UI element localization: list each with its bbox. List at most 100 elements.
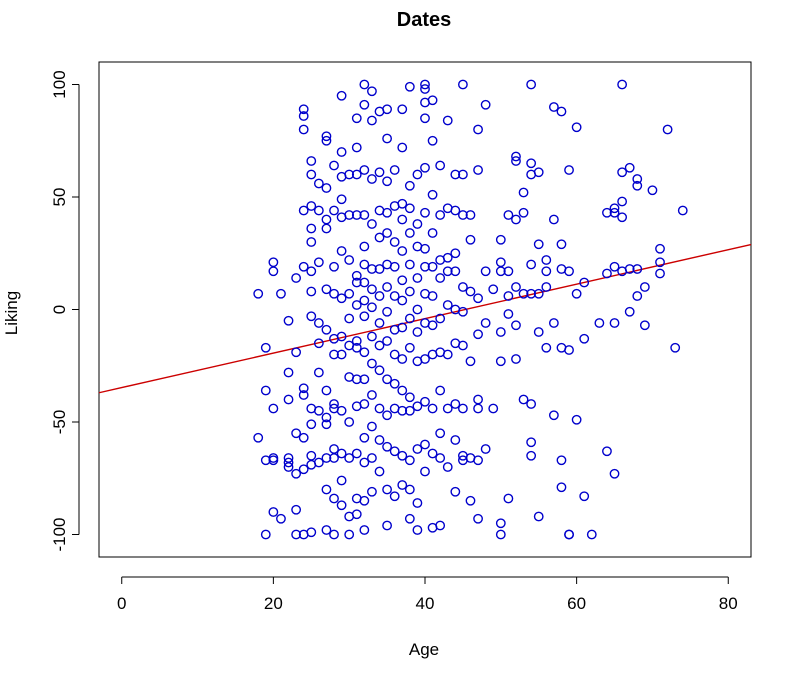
data-point [291,347,302,358]
data-point [473,455,483,466]
data-point [579,491,590,502]
data-point [367,331,377,342]
data-point [382,133,392,144]
data-point [655,257,665,268]
data-point [336,293,347,304]
data-point [329,399,339,409]
data-point [511,151,521,162]
data-point [404,259,415,270]
data-point [359,241,370,252]
data-point [420,243,430,254]
data-point [359,374,370,385]
data-point [374,340,385,351]
x-axis: 0 20 40 60 80 [117,576,738,613]
data-point [503,493,514,504]
data-point [420,84,430,94]
data-point [283,367,294,378]
data-point [511,282,521,292]
data-point [268,507,279,517]
data-point [313,318,324,328]
data-point [435,385,446,396]
data-point [556,239,567,250]
data-point [321,453,332,463]
data-point [306,450,317,461]
data-point [321,131,332,142]
data-point [564,529,574,540]
data-point [306,156,317,166]
data-point [518,288,529,299]
data-point [442,266,453,277]
data-point [473,403,483,414]
data-point [518,207,529,218]
data-point [367,453,377,463]
data-point [351,142,362,153]
data-point [382,207,392,218]
data-point [647,185,658,196]
data-point [495,327,506,337]
data-point [359,259,370,270]
data-point [344,453,355,463]
data-point [404,228,415,238]
data-point [336,246,347,256]
data-point [389,378,400,389]
data-point [389,165,400,175]
data-point [351,509,362,520]
data-point [374,232,385,243]
data-point [427,448,438,459]
data-point [533,288,544,299]
data-point [533,239,544,250]
plot-frame [98,61,752,558]
data-point [367,302,377,313]
data-point [351,300,362,310]
data-point [367,219,377,229]
data-point [533,327,544,337]
x-tick-label: 0 [117,594,126,613]
y-tick-label: 0 [50,305,69,314]
data-point [397,354,408,364]
x-tick-label: 80 [719,594,738,613]
data-point [329,160,339,171]
data-point [404,392,415,403]
data-point [465,234,476,245]
data-point [367,86,377,97]
data-point [359,432,370,443]
data-point [480,99,491,110]
data-point [458,306,468,317]
points-layer [253,79,688,540]
data-point [632,174,643,184]
data-point [298,205,309,216]
x-tick-label: 20 [264,594,283,613]
data-point [450,399,461,409]
data-point [336,90,347,101]
data-point [602,207,612,218]
data-point [291,428,302,439]
data-point [427,228,438,238]
data-point [359,79,370,90]
data-point [351,113,362,124]
data-point [283,462,294,472]
y-axis-label: Liking [2,291,21,335]
data-point [435,210,446,220]
data-point [480,318,491,328]
data-point [511,320,521,331]
data-point [382,520,392,531]
data-point [511,214,521,225]
data-point [655,268,665,279]
data-point [382,176,392,187]
data-point [336,331,347,342]
data-point [336,349,347,360]
data-point [397,405,408,416]
data-point [473,394,483,405]
data-point [291,504,302,515]
data-point [397,104,408,115]
data-point [313,205,324,216]
data-point [359,457,370,468]
data-point [359,525,370,535]
data-point [556,106,567,117]
data-point [404,81,415,92]
data-point [427,95,438,106]
data-point [420,396,430,407]
data-point [374,365,385,376]
data-point [359,99,370,110]
data-point [579,277,590,288]
